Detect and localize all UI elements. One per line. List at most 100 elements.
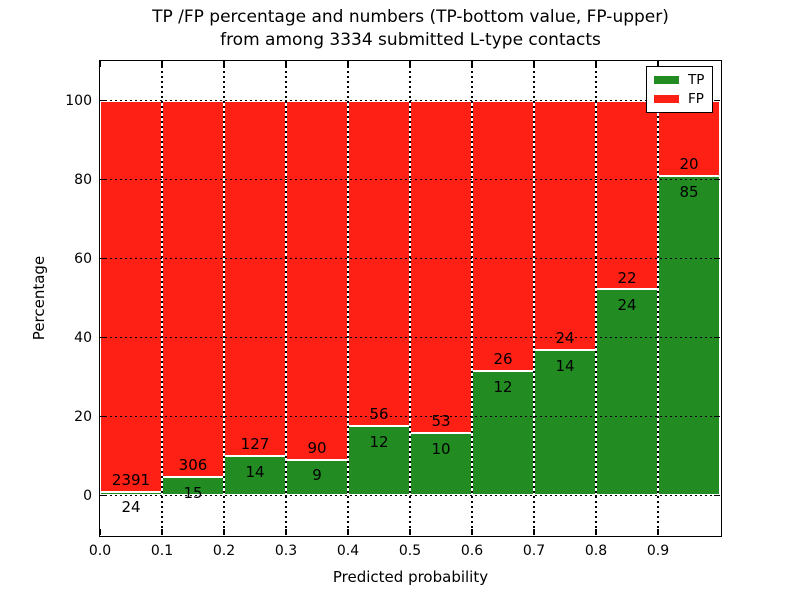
- tick-mark: [409, 61, 411, 67]
- tick-mark: [714, 178, 720, 181]
- bar-count-label-fp: 24: [555, 329, 575, 348]
- tick-mark: [100, 99, 106, 102]
- tick-mark: [714, 99, 720, 102]
- bar-count-label-fp: 127: [240, 435, 270, 454]
- y-tick-label: 80: [74, 171, 92, 188]
- legend-swatch-fp-icon: [654, 94, 679, 103]
- x-tick-label: 0.6: [460, 543, 484, 559]
- tick-mark: [347, 61, 349, 67]
- tick-mark: [285, 61, 287, 67]
- bar-segment-fp: [100, 100, 162, 492]
- legend-item-fp: FP: [654, 92, 712, 106]
- x-tick-label: 0.4: [336, 543, 360, 559]
- tick-mark: [714, 494, 720, 497]
- legend-swatch-tp-icon: [654, 76, 679, 85]
- bar-count-label-tp: 85: [679, 182, 699, 201]
- gridline-x: [347, 61, 349, 535]
- tick-mark: [657, 529, 659, 535]
- chart-title-line2: from among 3334 submitted L-type contact…: [220, 30, 601, 50]
- tick-mark: [714, 336, 720, 339]
- tick-mark: [657, 61, 659, 67]
- chart-title-line1: TP /FP percentage and numbers (TP-bottom…: [152, 7, 669, 27]
- tick-mark: [223, 61, 225, 67]
- bar-count-label-fp: 306: [178, 456, 208, 475]
- gridline-x: [533, 61, 535, 535]
- x-tick-label: 0.5: [398, 543, 422, 559]
- legend-label-tp: TP: [688, 72, 705, 89]
- x-tick-label: 0.9: [646, 543, 670, 559]
- bar-segment-fp: [596, 100, 658, 290]
- bar-count-label-tp: 14: [245, 463, 265, 482]
- tick-mark: [100, 178, 106, 181]
- bar-count-label-tp: 12: [493, 377, 513, 396]
- tick-mark: [595, 529, 597, 535]
- tick-mark: [99, 61, 101, 67]
- tick-mark: [347, 529, 349, 535]
- bar-count-label-tp: 24: [121, 498, 141, 517]
- x-tick-label: 0.7: [522, 543, 546, 559]
- tick-mark: [595, 61, 597, 67]
- bar-count-label-tp: 10: [431, 439, 451, 458]
- bar-segment-fp: [472, 100, 534, 371]
- tick-mark: [471, 529, 473, 535]
- bar-count-label-fp: 53: [431, 411, 451, 430]
- gridline-x: [595, 61, 597, 535]
- tick-mark: [714, 257, 720, 260]
- tick-mark: [533, 529, 535, 535]
- y-tick-label: 60: [74, 250, 92, 267]
- y-tick-label: 20: [74, 408, 92, 425]
- bar-segment-fp: [224, 100, 286, 457]
- tick-mark: [409, 529, 411, 535]
- x-axis-label: Predicted probability: [332, 568, 489, 586]
- gridline-x: [471, 61, 473, 535]
- bar-segment-tp: [658, 175, 720, 496]
- bar-count-label-tp: 14: [555, 356, 575, 375]
- bar-segment-fp: [162, 100, 224, 478]
- tick-mark: [99, 529, 101, 535]
- tick-mark: [161, 529, 163, 535]
- y-tick-label: 40: [74, 329, 92, 346]
- tick-mark: [223, 529, 225, 535]
- plot-area: TP FP 2391 24 306 15 127 14 90 9 56 12 53 10 26 12 24 1…: [65, 60, 722, 559]
- bar-segment-fp: [410, 100, 472, 433]
- bar-count-label-fp: 26: [493, 349, 513, 368]
- bar-count-label-fp: 22: [617, 268, 637, 287]
- tick-mark: [471, 61, 473, 67]
- gridline-x: [223, 61, 225, 535]
- tick-mark: [161, 61, 163, 67]
- bar-count-label-tp: 15: [183, 483, 203, 502]
- tick-mark: [714, 415, 720, 418]
- x-tick-label: 0.1: [150, 543, 174, 559]
- bar-count-label-fp: 20: [679, 154, 699, 173]
- x-tick-label: 0.8: [584, 543, 608, 559]
- tick-mark: [285, 529, 287, 535]
- bar-segment-fp: [286, 100, 348, 460]
- legend-label-fp: FP: [688, 90, 704, 107]
- gridline-x: [409, 61, 411, 535]
- chart-title: TP /FP percentage and numbers (TP-bottom…: [99, 6, 722, 52]
- legend: TP FP: [646, 66, 713, 113]
- gridline-x: [285, 61, 287, 535]
- gridline-x: [161, 61, 163, 535]
- x-tick-label: 0.0: [88, 543, 112, 559]
- bar-count-label-tp: 24: [617, 296, 637, 315]
- tick-mark: [100, 257, 106, 260]
- bar-count-label-tp: 12: [369, 432, 389, 451]
- bar-count-label-tp: 9: [312, 466, 322, 485]
- gridline-x: [657, 61, 659, 535]
- x-tick-label: 0.2: [212, 543, 236, 559]
- legend-item-tp: TP: [654, 73, 712, 87]
- tick-mark: [100, 336, 106, 339]
- bar-segment-fp: [534, 100, 596, 350]
- bar-count-label-fp: 56: [369, 404, 389, 423]
- tick-mark: [100, 415, 106, 418]
- y-tick-label: 0: [83, 487, 92, 504]
- bar-count-label-fp: 2391: [111, 470, 151, 489]
- bar-segment-tp: [596, 289, 658, 496]
- tick-mark: [100, 494, 106, 497]
- bar-segment-fp: [348, 100, 410, 426]
- tick-mark: [533, 61, 535, 67]
- y-axis-label: Percentage: [30, 255, 48, 341]
- bar-count-label-fp: 90: [307, 438, 327, 457]
